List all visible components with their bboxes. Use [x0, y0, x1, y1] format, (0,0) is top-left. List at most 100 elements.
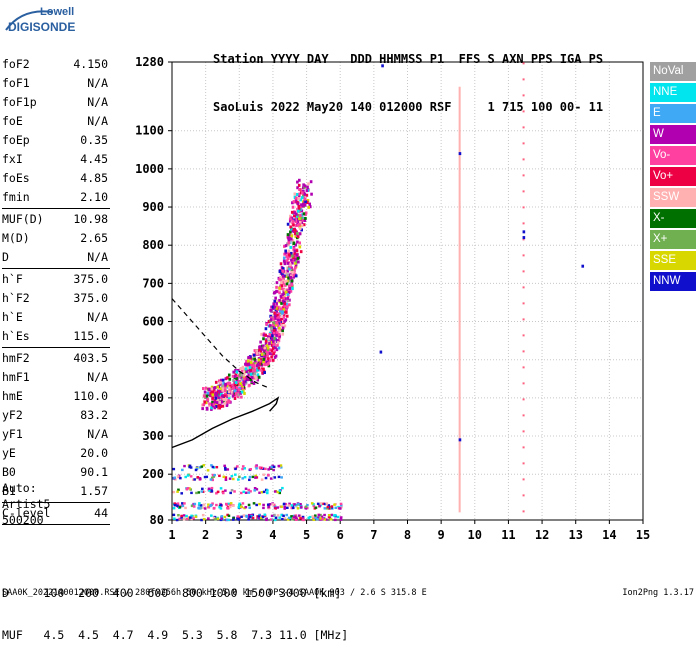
- echo-point: [287, 249, 291, 253]
- echo-point: [214, 517, 217, 521]
- parameter-name: hmF2: [2, 351, 30, 365]
- echo-point: [301, 218, 305, 222]
- echo-point: [272, 323, 275, 327]
- parameter-value: N/A: [87, 370, 108, 384]
- echo-point: [226, 506, 229, 510]
- echo-point: [293, 503, 296, 506]
- echo-point: [240, 390, 244, 394]
- echo-point: [236, 368, 240, 372]
- echo-point: [270, 349, 274, 353]
- echo-point: [198, 502, 201, 505]
- echo-point: [260, 332, 263, 336]
- parameter-row: yF1 N/A: [2, 425, 108, 444]
- echo-point: [252, 364, 256, 368]
- echo-point: [272, 468, 275, 472]
- echo-point: [223, 394, 226, 398]
- echo-point: [272, 291, 276, 295]
- echo-point: [184, 475, 188, 479]
- x-tick-label: 14: [602, 528, 616, 542]
- echo-point: [281, 332, 285, 336]
- echo-point: [179, 476, 182, 480]
- echo-point: [279, 262, 283, 266]
- echo-point: [173, 504, 177, 507]
- parameter-row: h`F 375.0: [2, 270, 108, 289]
- echo-point: [178, 517, 181, 521]
- echo-point: [266, 473, 270, 477]
- echo-point: [283, 505, 286, 509]
- echo-point: [277, 315, 281, 319]
- echo-point: [194, 468, 198, 472]
- echo-point: [283, 262, 287, 266]
- echo-point: [227, 396, 231, 400]
- echo-point: [274, 316, 277, 320]
- echo-point: [284, 274, 288, 278]
- echo-point: [228, 381, 232, 385]
- echo-point: [248, 383, 251, 387]
- echo-point: [281, 293, 284, 297]
- muf-row: MUF 4.5 4.5 4.7 4.9 5.3 5.8 7.3 11.0 [MH…: [2, 628, 349, 642]
- echo-point: [190, 491, 193, 495]
- echo-point: [272, 302, 275, 306]
- echo-point: [325, 502, 329, 505]
- echo-point: [253, 372, 257, 376]
- echo-point: [266, 353, 269, 357]
- echo-point: [211, 465, 215, 469]
- echo-point: [260, 347, 264, 351]
- echo-point: [312, 518, 316, 521]
- echo-point: [249, 490, 252, 493]
- echo-point: [294, 216, 298, 220]
- isolated-point: [522, 230, 526, 234]
- echo-point: [190, 516, 194, 519]
- echo-point: [183, 464, 186, 468]
- echo-point: [276, 514, 280, 517]
- echo-point: [263, 346, 267, 350]
- echo-point: [227, 386, 231, 390]
- echo-point: [189, 466, 193, 469]
- echo-point: [251, 357, 255, 361]
- echo-point: [243, 377, 246, 381]
- echo-point: [288, 279, 291, 283]
- echo-point: [253, 486, 257, 490]
- echo-point: [229, 502, 233, 505]
- echo-point: [192, 517, 195, 520]
- echo-point: [293, 252, 297, 256]
- echo-point: [266, 351, 269, 355]
- echo-point: [275, 306, 278, 310]
- echo-point: [274, 296, 277, 300]
- echo-point: [259, 340, 262, 344]
- echo-point: [218, 400, 222, 404]
- echo-point: [291, 221, 295, 225]
- echo-point: [299, 250, 303, 254]
- echo-point: [296, 232, 299, 236]
- echo-point: [235, 376, 238, 380]
- echo-point: [307, 205, 310, 209]
- echo-point: [241, 467, 244, 471]
- echo-point: [264, 333, 268, 337]
- echo-point: [208, 402, 211, 406]
- echo-point: [261, 371, 264, 375]
- x-tick-label: 6: [337, 528, 344, 542]
- echo-point: [247, 373, 251, 377]
- echo-point: [254, 377, 258, 381]
- echo-point: [274, 323, 278, 327]
- echo-point: [255, 476, 259, 479]
- echo-point: [210, 486, 214, 490]
- echo-point: [241, 384, 244, 388]
- echo-point: [281, 517, 284, 521]
- echo-point: [275, 348, 279, 352]
- echo-point: [336, 515, 340, 519]
- echo-point: [196, 476, 200, 479]
- echo-point: [225, 503, 229, 507]
- echo-point: [223, 515, 227, 519]
- echo-point: [285, 302, 288, 306]
- echo-point: [272, 465, 276, 469]
- logo-line2: DIGISONDE: [8, 20, 76, 34]
- echo-point: [289, 275, 292, 279]
- echo-point: [286, 269, 290, 273]
- y-tick-label: 1000: [135, 162, 164, 176]
- echo-point: [255, 467, 258, 470]
- echo-point: [291, 229, 295, 233]
- echo-point: [297, 194, 301, 198]
- parameter-value: N/A: [87, 95, 108, 109]
- parameter-value: 0.35: [80, 133, 108, 147]
